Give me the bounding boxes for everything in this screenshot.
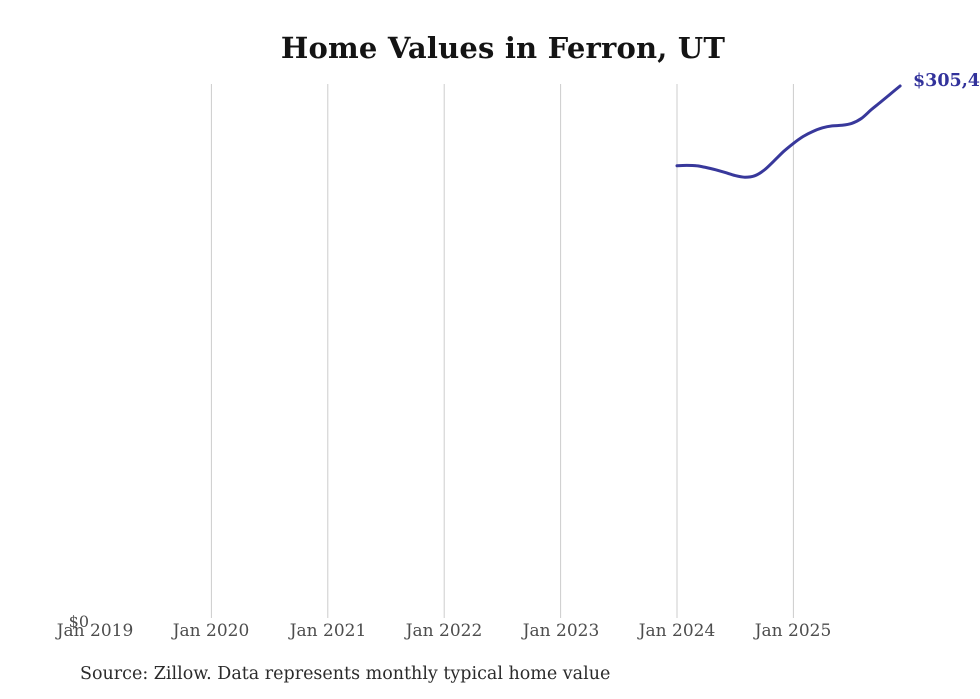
home-value-line xyxy=(675,84,902,179)
x-axis-label-2021: Jan 2021 xyxy=(289,621,367,641)
latest-value-label: $305,460 xyxy=(913,71,980,91)
gridlines xyxy=(210,84,794,618)
x-axis-label-2022: Jan 2022 xyxy=(405,621,483,641)
chart-title: Home Values in Ferron, UT xyxy=(280,31,726,65)
x-axis-label-2025: Jan 2025 xyxy=(754,621,832,641)
x-axis-label-2020: Jan 2020 xyxy=(172,621,250,641)
y-axis-zero-label: $0 xyxy=(68,612,89,631)
x-axis-label-2024: Jan 2024 xyxy=(638,621,716,641)
x-axis-label-2023: Jan 2023 xyxy=(522,621,600,641)
x-axis-label-2019: Jan 2019 xyxy=(56,621,134,641)
source-note: Source: Zillow. Data represents monthly … xyxy=(80,664,611,684)
